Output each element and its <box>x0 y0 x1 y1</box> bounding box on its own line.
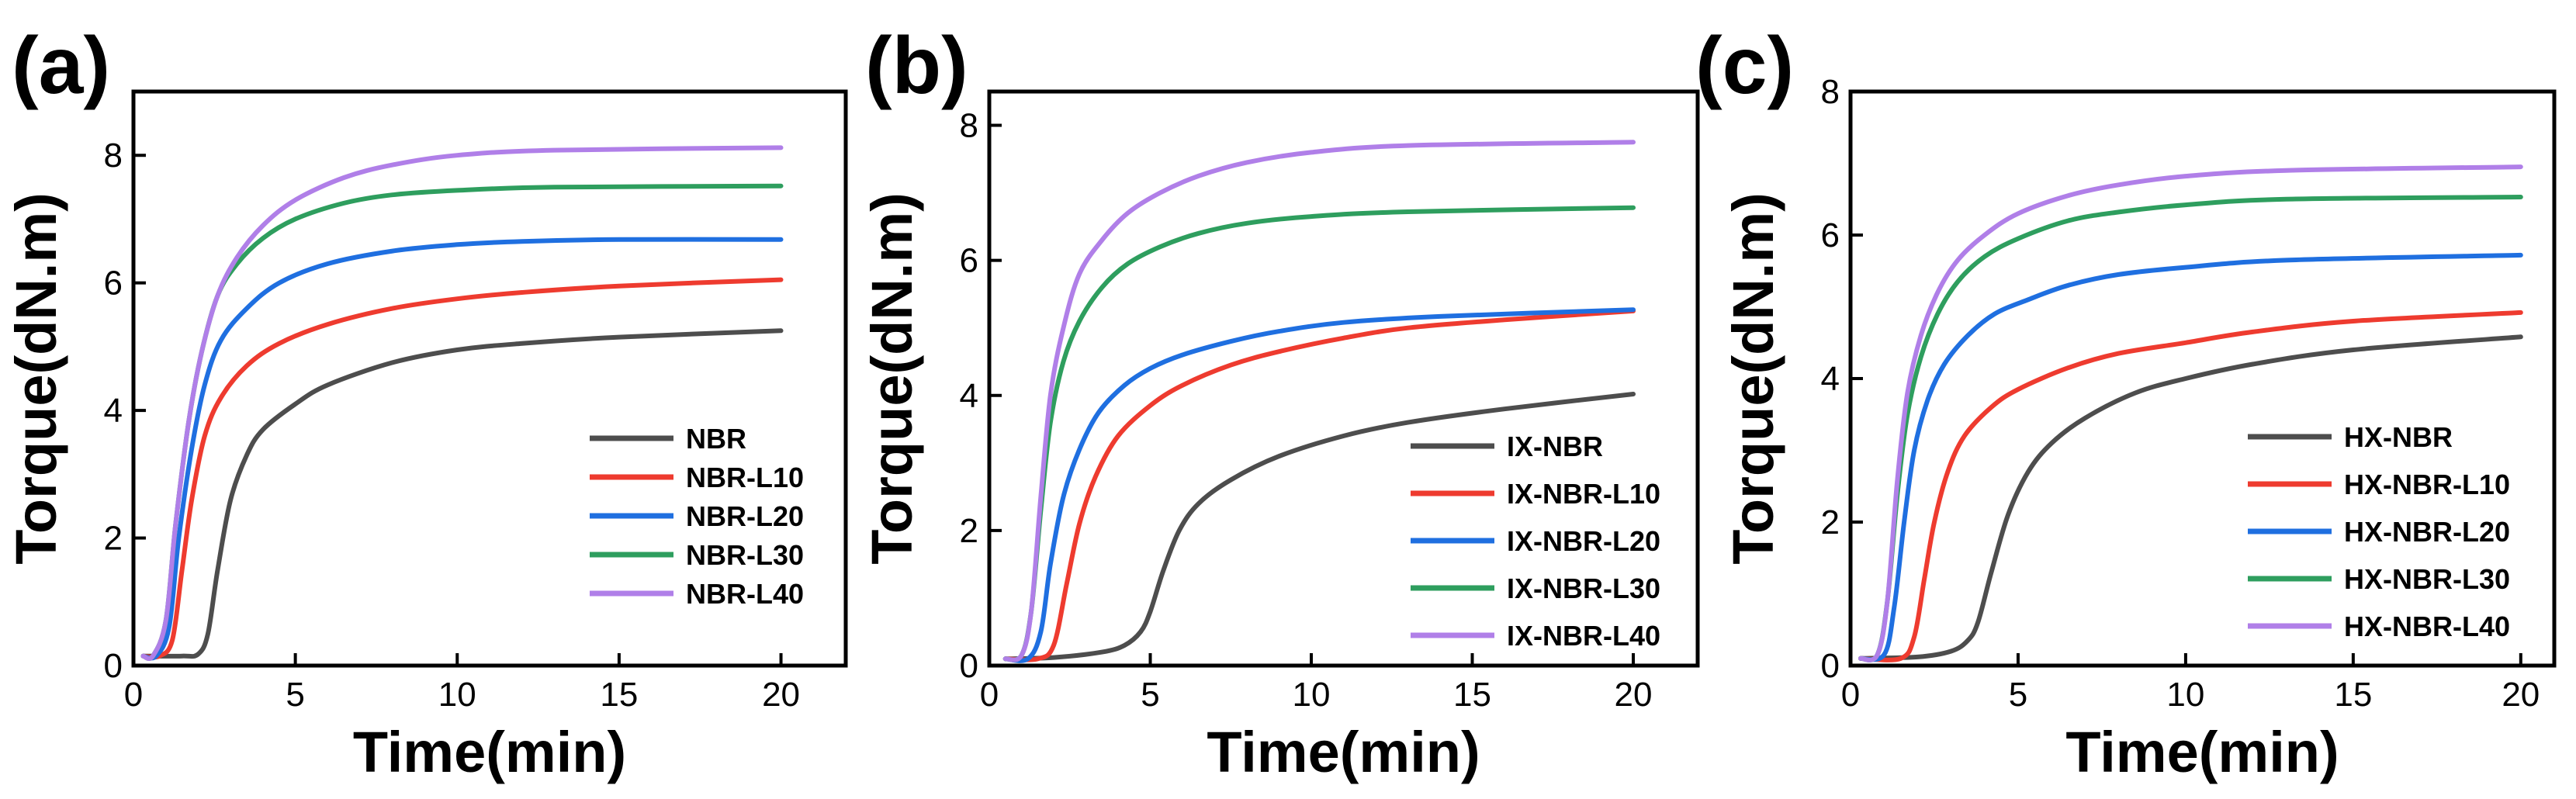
panel-label: (b) <box>865 21 968 111</box>
y-tick-label: 4 <box>960 377 978 415</box>
legend-label: HX-NBR <box>2344 421 2453 453</box>
legend-label: HX-NBR-L40 <box>2344 610 2510 642</box>
series-line-hx-nbr-l10 <box>1858 310 2523 662</box>
y-tick-label: 2 <box>104 520 123 558</box>
legend-label: IX-NBR <box>1507 431 1603 462</box>
y-tick-label: 8 <box>1821 73 1840 111</box>
y-axis-title: Torque(dN.m) <box>860 192 924 565</box>
x-tick-label: 5 <box>2009 676 2027 714</box>
y-tick-label: 6 <box>960 242 978 280</box>
y-tick-label: 2 <box>1821 503 1840 541</box>
y-tick-label: 0 <box>1821 647 1840 685</box>
legend-label: NBR-L30 <box>686 539 804 571</box>
x-tick-label: 5 <box>286 676 304 714</box>
series-line-nbr-l40 <box>140 145 784 661</box>
y-tick-label: 6 <box>104 265 123 303</box>
x-tick-label: 15 <box>600 676 638 714</box>
legend-label: IX-NBR-L40 <box>1507 620 1660 652</box>
legend-label: HX-NBR-L30 <box>2344 563 2510 595</box>
y-axis-title: Torque(dN.m) <box>4 192 68 565</box>
x-tick-label: 0 <box>980 676 999 714</box>
x-axis-title: Time(min) <box>353 720 626 784</box>
x-tick-label: 15 <box>2334 676 2372 714</box>
legend-label: IX-NBR-L10 <box>1507 478 1660 510</box>
y-tick-label: 4 <box>1821 360 1840 398</box>
plot-frame <box>131 89 848 668</box>
y-tick-label: 2 <box>960 512 978 550</box>
x-tick-label: 0 <box>124 676 143 714</box>
y-tick-label: 0 <box>104 647 123 685</box>
y-tick-label: 8 <box>104 137 123 175</box>
y-tick-label: 4 <box>104 392 123 430</box>
legend-label: NBR <box>686 423 746 455</box>
legend-label: NBR-L20 <box>686 500 804 532</box>
series-line-ix-nbr-l40 <box>1002 140 1636 662</box>
chart-panel-3: 0 5 10 15 20 0 2 4 6 8 Time(min) Torque(dN.m) (c) HX-… <box>1695 21 2557 784</box>
series-line-nbr-l20 <box>140 237 784 661</box>
series-line-nbr <box>140 328 784 659</box>
series-line-hx-nbr-l40 <box>1858 164 2523 662</box>
legend-label: IX-NBR-L20 <box>1507 525 1660 557</box>
panel-label: (a) <box>12 21 110 111</box>
chart-panel-2: 0 5 10 15 20 0 2 4 6 8 Time(min) Torque(dN.m) (b) IX-… <box>860 21 1700 784</box>
series-line-nbr-l10 <box>140 277 784 660</box>
legend-label: IX-NBR-L30 <box>1507 572 1660 604</box>
x-tick-label: 20 <box>1615 676 1653 714</box>
y-tick-label: 6 <box>1821 216 1840 254</box>
x-axis-title: Time(min) <box>1207 720 1480 784</box>
plot-frame <box>987 89 1700 668</box>
series-line-hx-nbr-l20 <box>1858 252 2523 662</box>
x-tick-label: 10 <box>438 676 476 714</box>
series-line-hx-nbr <box>1858 334 2523 661</box>
series-line-ix-nbr-l20 <box>1002 307 1636 663</box>
legend-label: NBR-L40 <box>686 578 804 610</box>
x-tick-label: 10 <box>2166 676 2204 714</box>
legend-label: HX-NBR-L20 <box>2344 516 2510 548</box>
panel-label: (c) <box>1695 21 1794 111</box>
y-axis-title: Torque(dN.m) <box>1721 192 1785 565</box>
chart-panel-1: 0 5 10 15 20 0 2 4 6 8 Time(min) Torque(dN.m) (a) NBR… <box>4 21 848 784</box>
x-tick-label: 15 <box>1453 676 1491 714</box>
legend-label: HX-NBR-L10 <box>2344 469 2510 500</box>
series-line-ix-nbr <box>1002 392 1636 662</box>
x-tick-label: 20 <box>762 676 800 714</box>
y-tick-label: 8 <box>960 107 978 145</box>
x-tick-label: 0 <box>1841 676 1860 714</box>
x-tick-label: 20 <box>2502 676 2540 714</box>
y-tick-label: 0 <box>960 647 978 685</box>
x-tick-label: 5 <box>1141 676 1159 714</box>
x-tick-label: 10 <box>1293 676 1331 714</box>
series-line-ix-nbr-l10 <box>1002 308 1636 662</box>
legend-label: NBR-L10 <box>686 462 804 493</box>
x-axis-title: Time(min) <box>2065 720 2339 784</box>
